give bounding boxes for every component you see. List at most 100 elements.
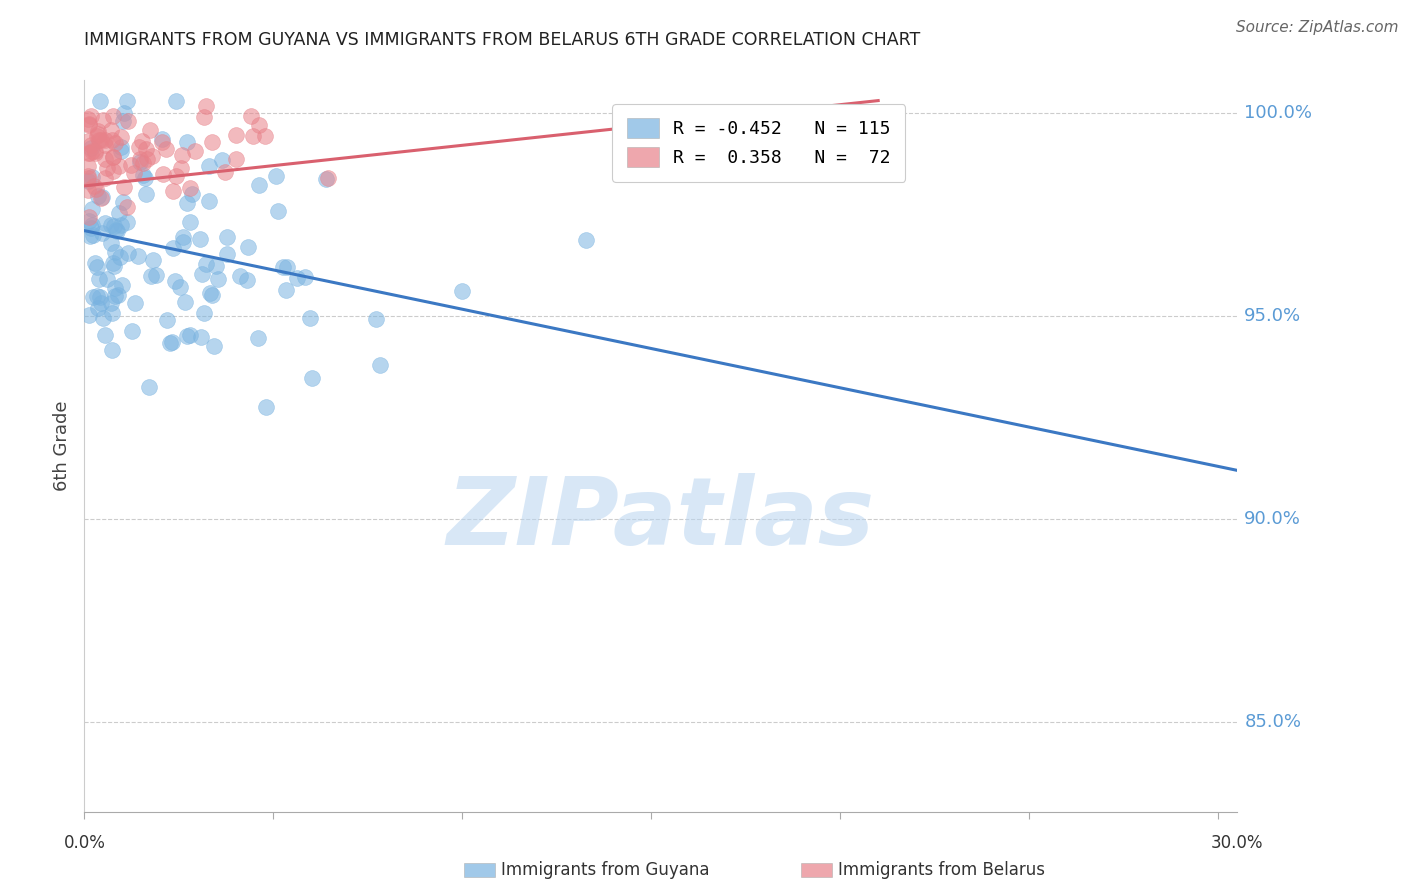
- Point: [79, 229, 101, 244]
- Point: [79, 117, 101, 131]
- Point: [87, 188, 110, 202]
- Point: [91, 189, 114, 203]
- Point: [107, 288, 129, 302]
- Point: [86, 260, 108, 274]
- Point: [318, 171, 340, 186]
- Point: [104, 136, 127, 151]
- Text: IMMIGRANTS FROM GUYANA VS IMMIGRANTS FROM BELARUS 6TH GRADE CORRELATION CHART: IMMIGRANTS FROM GUYANA VS IMMIGRANTS FRO…: [84, 31, 921, 49]
- Point: [101, 150, 124, 164]
- Point: [84, 144, 107, 158]
- Text: Immigrants from Belarus: Immigrants from Belarus: [838, 861, 1045, 879]
- Point: [94, 327, 117, 342]
- Point: [112, 114, 135, 128]
- Point: [131, 134, 153, 148]
- Point: [128, 139, 150, 153]
- Point: [179, 180, 201, 194]
- Point: [135, 152, 157, 166]
- Point: [174, 294, 197, 309]
- Point: [139, 123, 162, 137]
- Point: [575, 233, 598, 247]
- Point: [87, 133, 110, 147]
- Point: [264, 169, 287, 183]
- Point: [141, 269, 163, 284]
- Point: [214, 165, 236, 179]
- Point: [89, 290, 111, 304]
- Point: [152, 136, 174, 150]
- Point: [77, 146, 100, 161]
- Point: [131, 155, 153, 169]
- Point: [91, 311, 114, 326]
- Point: [90, 191, 112, 205]
- Point: [86, 129, 108, 144]
- Point: [117, 246, 139, 260]
- Point: [197, 194, 219, 208]
- Point: [107, 206, 129, 220]
- Point: [105, 224, 128, 238]
- Point: [100, 219, 122, 233]
- Point: [107, 159, 129, 173]
- Point: [87, 127, 110, 141]
- Point: [120, 158, 142, 172]
- Point: [77, 210, 100, 224]
- Point: [101, 255, 124, 269]
- Point: [267, 204, 290, 219]
- Point: [96, 161, 118, 176]
- Point: [80, 138, 103, 153]
- Point: [93, 170, 115, 185]
- Point: [104, 244, 127, 259]
- Point: [184, 144, 207, 158]
- Point: [110, 218, 132, 232]
- Point: [103, 219, 125, 234]
- Point: [77, 169, 100, 183]
- Point: [101, 109, 124, 123]
- Point: [301, 370, 323, 384]
- Point: [202, 339, 225, 353]
- Point: [162, 241, 184, 255]
- Point: [94, 133, 117, 147]
- Point: [82, 290, 104, 304]
- Point: [165, 169, 187, 184]
- Point: [247, 331, 270, 345]
- Point: [249, 118, 271, 132]
- Point: [79, 146, 101, 161]
- Point: [129, 154, 152, 169]
- Point: [188, 232, 211, 246]
- Point: [129, 152, 152, 166]
- Point: [145, 268, 167, 282]
- Point: [91, 113, 114, 128]
- Point: [197, 160, 219, 174]
- Point: [190, 330, 212, 344]
- Point: [236, 240, 259, 254]
- Point: [207, 272, 229, 286]
- Point: [124, 295, 146, 310]
- Point: [176, 329, 198, 343]
- Point: [77, 214, 100, 228]
- Point: [77, 183, 100, 197]
- Point: [80, 169, 103, 184]
- Text: 0.0%: 0.0%: [63, 834, 105, 852]
- Text: 85.0%: 85.0%: [1244, 714, 1302, 731]
- Text: 100.0%: 100.0%: [1244, 103, 1312, 122]
- Point: [193, 306, 215, 320]
- Point: [110, 129, 132, 144]
- Point: [176, 195, 198, 210]
- Point: [80, 144, 103, 158]
- Point: [80, 110, 103, 124]
- Text: 95.0%: 95.0%: [1244, 307, 1302, 325]
- Point: [225, 128, 247, 142]
- Point: [172, 230, 194, 244]
- Point: [201, 287, 224, 301]
- Point: [93, 152, 115, 166]
- Point: [82, 227, 104, 242]
- Point: [176, 135, 198, 149]
- Point: [135, 142, 157, 156]
- Point: [239, 108, 262, 122]
- Point: [254, 128, 277, 143]
- Point: [87, 272, 110, 286]
- Point: [84, 256, 107, 270]
- Point: [104, 281, 127, 295]
- Point: [104, 222, 127, 236]
- Legend: R = -0.452   N = 115, R =  0.358   N =  72: R = -0.452 N = 115, R = 0.358 N = 72: [612, 104, 905, 182]
- Point: [160, 335, 183, 350]
- Point: [80, 202, 103, 217]
